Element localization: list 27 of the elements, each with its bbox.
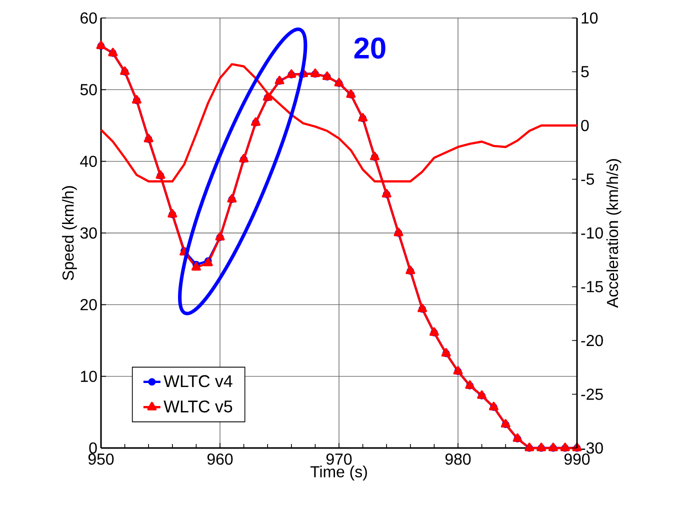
- annotation: 20: [354, 38, 386, 59]
- y-tick-label: 20: [80, 299, 97, 310]
- x-tick-label: 950: [88, 454, 114, 465]
- y2-tick-label: 5: [581, 66, 589, 78]
- y2-tick-label: -5: [581, 174, 594, 185]
- y2-tick-label: -20: [581, 334, 603, 346]
- x-tick-label: 980: [445, 454, 471, 465]
- y2-tick-label: -25: [581, 388, 603, 400]
- y2-tick-label: 0: [581, 120, 589, 132]
- y2-tick-label: 10: [582, 12, 598, 24]
- y2-axis-title: Acceleration (km/h/s): [606, 159, 622, 308]
- y2-tick-label: -30: [581, 442, 603, 454]
- y2-tick-label: -15: [581, 281, 603, 292]
- y-tick-label: 0: [89, 442, 97, 454]
- y-tick-label: 60: [80, 12, 97, 24]
- x-tick-label: 970: [326, 454, 352, 465]
- legend-label: WLTC v4: [164, 375, 232, 388]
- y-tick-label: 30: [80, 227, 97, 239]
- legend-label: WLTC v5: [164, 400, 232, 412]
- x-tick-label: 960: [207, 454, 233, 465]
- x-axis-title: Time (s): [310, 466, 367, 480]
- x-tick-label: 990: [564, 454, 590, 465]
- y-axis-title: Speed (km/h): [62, 186, 77, 280]
- y-tick-label: 40: [80, 156, 97, 167]
- y2-tick-label: -10: [581, 227, 603, 239]
- y-tick-label: 50: [80, 84, 97, 96]
- y-tick-label: 10: [80, 370, 97, 382]
